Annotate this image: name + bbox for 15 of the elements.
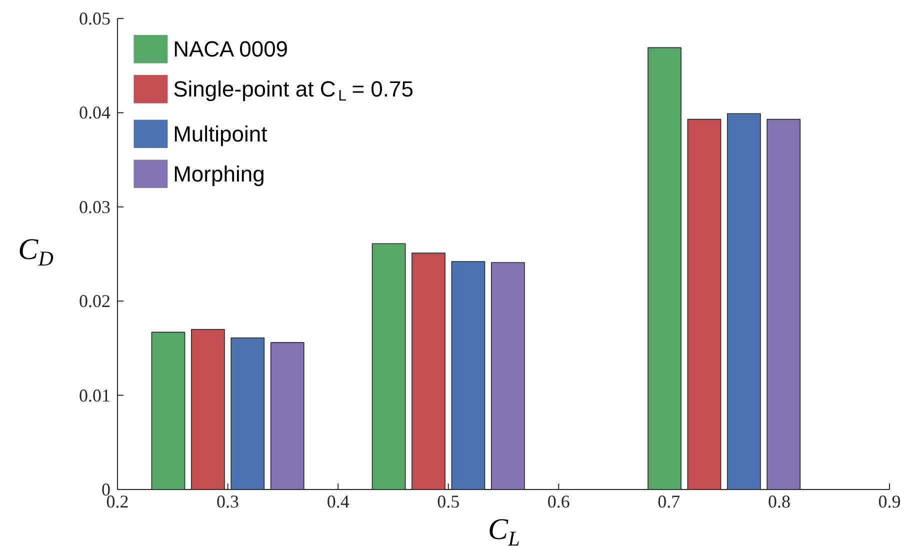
y-tick-label: 0.01 <box>79 385 110 406</box>
x-tick-label: 0.7 <box>658 492 680 512</box>
legend-label: NACA 0009 <box>173 36 288 62</box>
y-tick-label: 0.03 <box>79 196 110 217</box>
x-tick-label: 0.3 <box>216 492 240 512</box>
y-tick-label: 0.04 <box>79 102 110 123</box>
x-tick-label: 0.5 <box>437 492 460 512</box>
x-tick-label: 0.8 <box>768 492 790 512</box>
y-tick-label: 0.05 <box>79 8 110 28</box>
y-tick-label: 0.02 <box>79 291 110 312</box>
x-tick-label: 0.4 <box>326 492 350 512</box>
x-tick-label: 0.9 <box>878 492 901 512</box>
x-tick-label: 0.6 <box>547 492 570 512</box>
legend-label: Morphing <box>173 161 265 186</box>
legend-label: Multipoint <box>173 121 268 146</box>
